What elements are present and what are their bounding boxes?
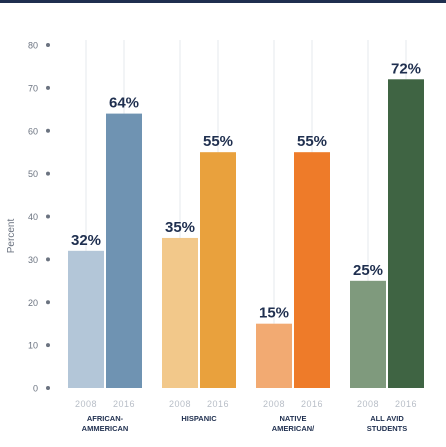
y-tick-label: 40: [28, 212, 38, 222]
bars: [68, 79, 424, 389]
bar-2008: [256, 323, 292, 388]
bar-2016: [388, 79, 424, 389]
y-tick-dot: [46, 128, 50, 133]
y-tick-dot: [46, 214, 50, 219]
bar-value-label: 35%: [165, 219, 195, 236]
year-label: 2016: [395, 399, 417, 409]
bar-value-label: 72%: [391, 60, 421, 77]
year-label: 2016: [301, 399, 323, 409]
year-label: 2008: [75, 399, 97, 409]
vertical-guide-lines: [85, 40, 407, 324]
y-tick-label: 70: [28, 83, 38, 93]
y-tick-dot: [46, 343, 50, 348]
y-tick-dot: [46, 386, 50, 390]
year-label: 2016: [207, 399, 229, 409]
year-label: 2008: [357, 399, 379, 409]
y-tick-label: 80: [28, 41, 38, 51]
year-label: 2008: [263, 399, 285, 409]
bar-value-label: 64%: [109, 95, 139, 112]
y-tick-dot: [46, 300, 50, 305]
category-label: ALL AVID: [370, 414, 404, 423]
category-label: AFRICAN-: [87, 414, 124, 423]
bar-value-label: 32%: [71, 232, 101, 249]
bar-2016: [294, 152, 330, 388]
category-label: STUDENTS: [367, 424, 407, 433]
bar-value-label: 55%: [297, 133, 327, 150]
y-tick-label: 30: [28, 255, 38, 265]
category-label: HISPANIC: [181, 414, 217, 423]
bar-2016: [200, 152, 236, 388]
top-rule: [0, 0, 446, 3]
y-tick-label: 20: [28, 298, 38, 308]
y-tick-label: 0: [33, 384, 38, 394]
category-label: AMERICAN/: [272, 424, 315, 433]
y-axis-title: Percent: [6, 219, 17, 254]
value-labels: 32% 64% 35% 55% 15% 55% 25% 72%: [71, 60, 421, 321]
y-tick-dot: [46, 171, 50, 176]
bar-2008: [68, 250, 104, 388]
category-label: NATIVE: [280, 414, 307, 423]
y-tick-label: 50: [28, 169, 38, 179]
bar-2016: [106, 113, 142, 388]
bar-value-label: 55%: [203, 133, 233, 150]
y-tick-dot: [46, 85, 50, 90]
y-tick-label: 10: [28, 341, 38, 351]
category-label: AMMERICAN: [82, 424, 129, 433]
year-label: 2016: [113, 399, 135, 409]
year-label: 2008: [169, 399, 191, 409]
y-axis: 0 10 20 30 40 50 60 70 80: [28, 41, 50, 394]
bar-2008: [350, 280, 386, 388]
bar-2008: [162, 237, 198, 388]
y-tick-dot: [46, 257, 50, 262]
bar-value-label: 15%: [259, 305, 289, 322]
y-tick-label: 60: [28, 126, 38, 136]
y-tick-dot: [46, 43, 50, 47]
bar-value-label: 25%: [353, 262, 383, 279]
x-axis: 2008 2016 AFRICAN-AMMERICAN 2008 2016 HISPANI…: [75, 399, 417, 433]
